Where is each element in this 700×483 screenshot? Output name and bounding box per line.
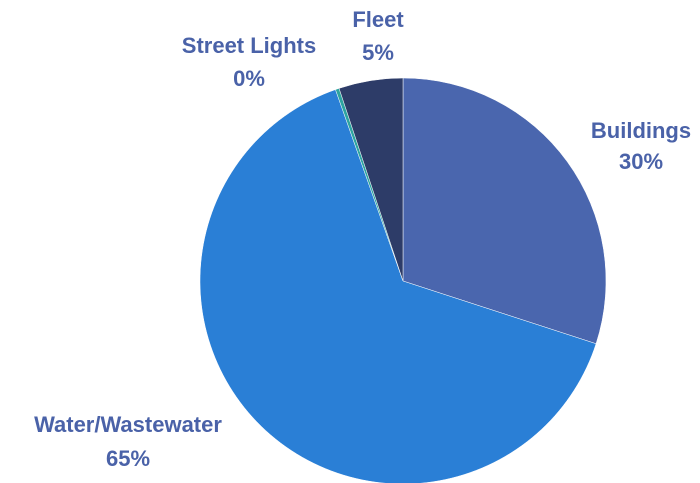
slice-water-wastewater [199, 89, 597, 483]
label-buildings-name: Buildings [591, 118, 691, 143]
label-street-lights-name: Street Lights [182, 33, 316, 58]
pie-labels: Buildings 30% Water/Wastewater 65% Stree… [34, 7, 691, 471]
slice-fleet [338, 77, 404, 282]
label-street-lights-value: 0% [233, 66, 265, 91]
label-buildings-value: 30% [619, 149, 663, 174]
label-fleet-name: Fleet [352, 7, 404, 32]
label-water-wastewater-name: Water/Wastewater [34, 412, 222, 437]
label-water-wastewater-value: 65% [106, 446, 150, 471]
label-fleet-value: 5% [362, 40, 394, 65]
slice-buildings [402, 77, 607, 345]
pie-slices [199, 77, 607, 483]
